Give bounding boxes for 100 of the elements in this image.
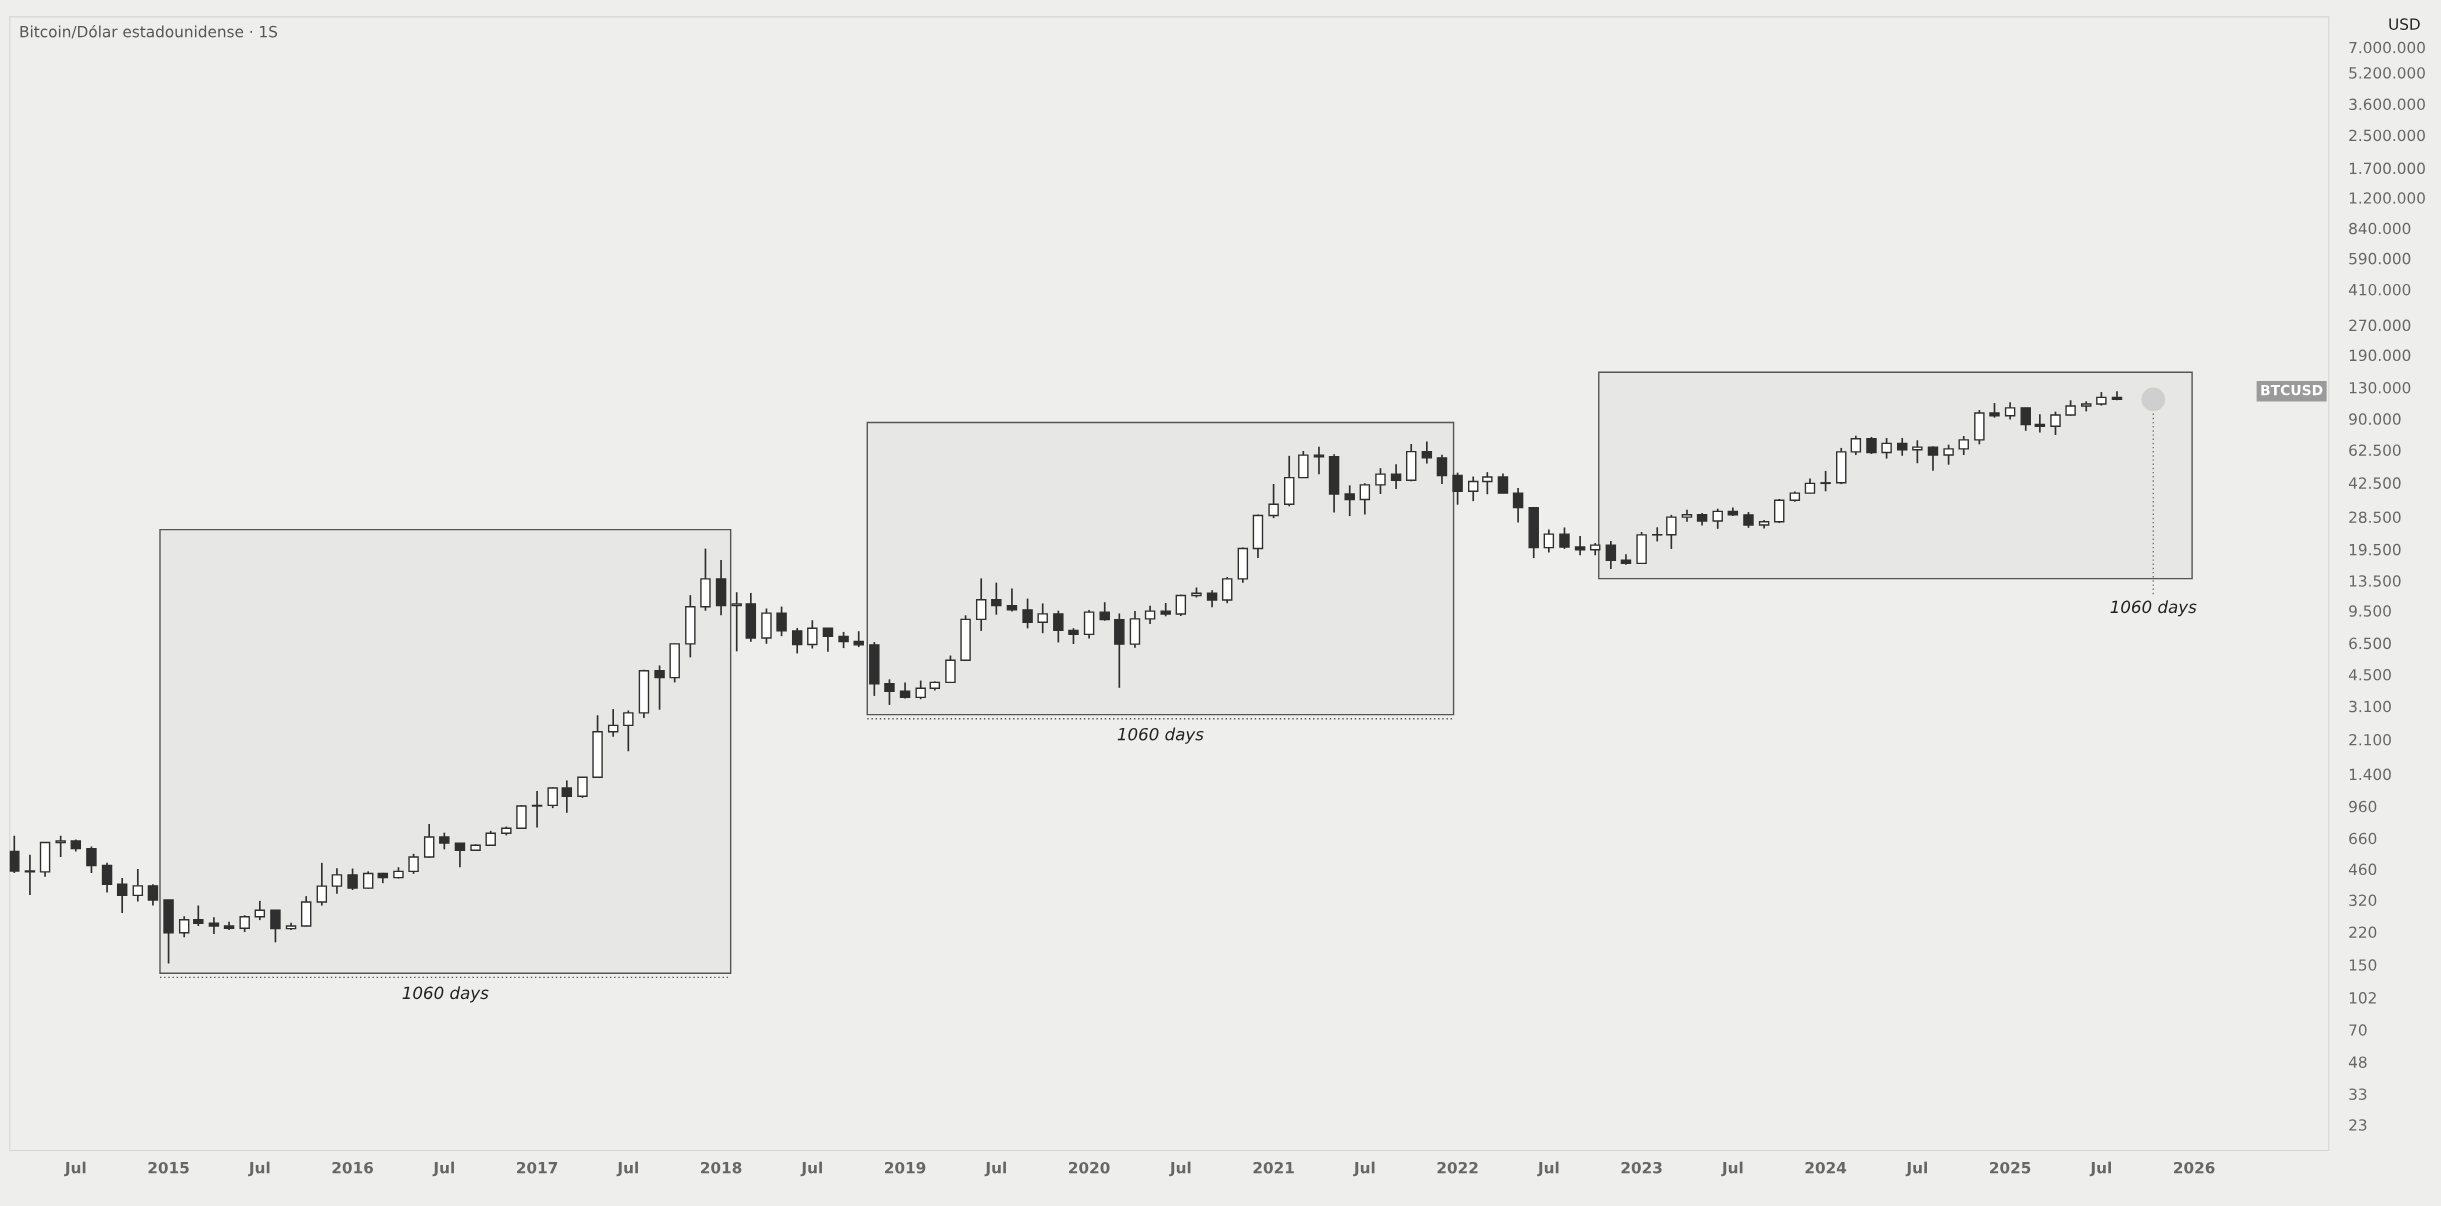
- candlestick: [1651, 526, 1663, 543]
- y-tick-label: 28.500: [2349, 511, 2401, 523]
- candlestick: [945, 654, 956, 684]
- x-tick-label: 2022: [1437, 1161, 1478, 1174]
- candlestick: [975, 577, 987, 632]
- candlestick: [2020, 406, 2031, 432]
- y-tick-label: 960: [2349, 800, 2377, 813]
- y-tick-label: 1.400: [2349, 768, 2391, 781]
- candlestick: [654, 664, 665, 711]
- candlestick: [86, 845, 97, 874]
- y-tick-label: 150: [2349, 959, 2377, 971]
- x-tick-label: 2021: [1253, 1161, 1294, 1174]
- y-tick-label: 190.000: [2349, 349, 2411, 362]
- candlestick: [1344, 484, 1355, 517]
- candlestick: [1773, 498, 1785, 524]
- candlestick: [1850, 434, 1862, 456]
- x-tick-label: Jul: [1353, 1161, 1375, 1177]
- candlestick: [1298, 450, 1309, 479]
- candlestick: [1221, 576, 1233, 604]
- candlestick: [1083, 609, 1095, 640]
- candlestick: [1421, 440, 1433, 465]
- candlestick: [2050, 410, 2061, 436]
- x-tick-label: Jul: [432, 1161, 454, 1177]
- x-tick-label: 2016: [332, 1161, 374, 1174]
- candlestick: [55, 834, 66, 858]
- candlestick: [1666, 514, 1677, 550]
- x-tick-label: 2026: [2174, 1161, 2215, 1174]
- candlestick: [1467, 475, 1479, 503]
- candlestick: [791, 627, 803, 655]
- y-tick-label: 1.700.000: [2349, 162, 2425, 175]
- candlestick: [9, 834, 20, 874]
- candlestick: [577, 776, 588, 799]
- ref-line-label: 1060 days: [2110, 600, 2197, 617]
- candlestick: [1543, 528, 1555, 554]
- candlestick: [1574, 535, 1586, 557]
- y-tick-label: 9.500: [2349, 605, 2391, 617]
- x-tick-label: 2024: [1805, 1161, 1847, 1174]
- candlestick: [547, 786, 558, 809]
- candlestick: [1512, 487, 1524, 524]
- x-tick-label: 2025: [1990, 1161, 2031, 1174]
- candlestick: [623, 709, 634, 753]
- y-tick-label: 5.200.000: [2349, 67, 2425, 79]
- x-tick-label: 2020: [1069, 1161, 1110, 1174]
- candlestick: [1313, 445, 1325, 476]
- candlestick: [116, 877, 128, 914]
- candlestick: [1452, 471, 1463, 506]
- x-tick-label: Jul: [1169, 1161, 1191, 1177]
- candlestick: [1053, 609, 1064, 644]
- candlestick: [1559, 526, 1570, 550]
- candlestick: [915, 679, 926, 700]
- candlestick: [1605, 540, 1617, 570]
- candlestick: [270, 909, 281, 944]
- candlestick: [454, 842, 466, 869]
- candlestick: [1881, 437, 1892, 460]
- candlestick: [1927, 445, 1939, 472]
- y-tick-label: 13.500: [2349, 575, 2401, 587]
- x-tick-label: 2015: [148, 1161, 189, 1174]
- candlestick: [1022, 597, 1033, 630]
- candlestick: [991, 581, 1002, 616]
- candlestick: [807, 619, 818, 650]
- candlestick: [1712, 507, 1723, 530]
- y-tick-label: 590.000: [2349, 252, 2411, 265]
- x-tick-label: Jul: [64, 1161, 86, 1177]
- y-tick-label: 6.500: [2349, 637, 2391, 650]
- x-tick-label: Jul: [984, 1161, 1006, 1177]
- y-tick-label: 33: [2349, 1088, 2367, 1100]
- candlestick: [1958, 435, 1969, 456]
- y-tick-label: 70: [2349, 1024, 2367, 1036]
- candlestick: [24, 853, 36, 896]
- candlestick: [193, 904, 204, 927]
- candlestick: [1943, 443, 1954, 466]
- x-tick-label: 2019: [885, 1161, 926, 1174]
- y-tick-label: 410.000: [2348, 283, 2411, 296]
- candlestick: [1268, 483, 1279, 519]
- x-tick-label: Jul: [1905, 1161, 1927, 1177]
- y-tick-label: 270.000: [2349, 319, 2411, 332]
- candlestick: [132, 868, 144, 903]
- y-tick-label: 7.000.000: [2349, 41, 2425, 54]
- y-tick-label: 220: [2349, 926, 2377, 939]
- x-tick-label: 2017: [517, 1161, 558, 1174]
- candlestick: [347, 867, 358, 891]
- candlestick: [1099, 601, 1110, 622]
- candlestick: [731, 591, 742, 653]
- candlestick: [147, 883, 159, 907]
- y-tick-label: 90.000: [2349, 413, 2401, 425]
- y-tick-label: 4.500: [2348, 668, 2391, 681]
- y-tick-label: 660: [2349, 832, 2377, 845]
- y-tick-label: 23: [2349, 1119, 2367, 1131]
- candlestick: [1912, 439, 1923, 465]
- candlestick: [423, 823, 435, 859]
- y-tick-label: 1.200.000: [2349, 192, 2425, 204]
- y-axis-title: USD: [2389, 18, 2420, 30]
- x-tick-label: Jul: [1537, 1161, 1559, 1177]
- y-tick-label: 320: [2349, 894, 2377, 907]
- y-tick-label: 102: [2349, 992, 2376, 1004]
- candlestick: [1436, 453, 1448, 485]
- y-tick-label: 2.500.000: [2349, 129, 2425, 142]
- y-tick-label: 2.100: [2349, 733, 2391, 746]
- candlestick: [1390, 463, 1402, 490]
- y-tick-label: 3.100: [2349, 700, 2391, 713]
